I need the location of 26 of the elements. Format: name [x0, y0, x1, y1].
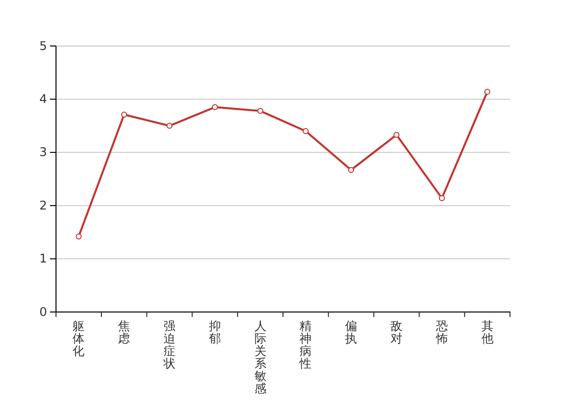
x-tick-label: 强迫症状: [162, 319, 176, 370]
x-tick-label: 躯体化: [72, 319, 85, 358]
point: [257, 108, 264, 114]
x-tick-label: 抑郁: [208, 319, 221, 346]
y-tick-label: 1: [39, 252, 47, 266]
y-tick-label: 5: [39, 38, 47, 53]
x-tick-label: 恐怖: [434, 319, 448, 346]
x-tick-label: 敌对: [390, 319, 402, 346]
point: [121, 112, 128, 118]
point: [394, 132, 400, 138]
point: [212, 104, 218, 110]
y-tick-label: 4: [39, 92, 47, 106]
x-tick-label: 精神病性: [298, 319, 312, 370]
x-tick-label: 偏执: [345, 319, 358, 346]
y-tick-label: 0: [39, 304, 47, 319]
x-tick-label: 人际关系敏感: [254, 319, 266, 396]
y-tick-label: 2: [39, 198, 47, 212]
point: [76, 233, 82, 240]
point: [166, 122, 172, 129]
x-tick-label: 焦虑: [118, 319, 130, 346]
x-tick-label: 其他: [481, 319, 494, 346]
point: [438, 195, 445, 202]
y-tick-label: 3: [39, 145, 47, 160]
point: [484, 88, 490, 95]
point: [348, 166, 354, 173]
point: [302, 128, 309, 134]
